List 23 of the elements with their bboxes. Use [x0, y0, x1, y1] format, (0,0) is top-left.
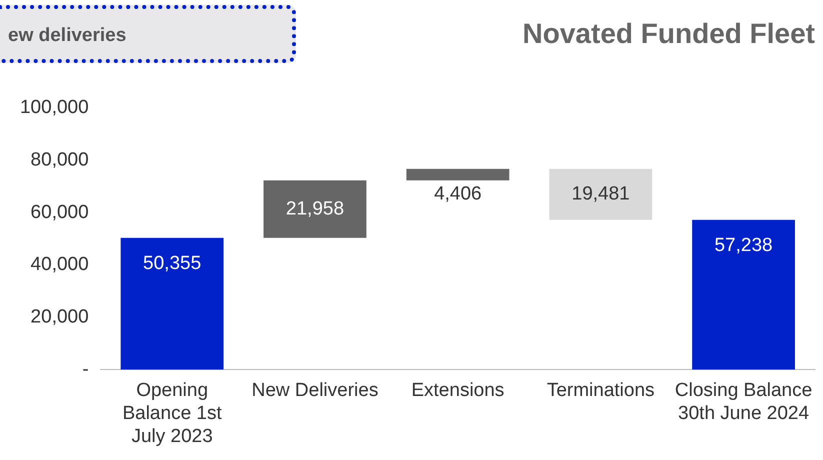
data-label: 21,958 [286, 198, 344, 220]
y-tick-label: 80,000 [30, 150, 89, 171]
x-tick-label: Closing Balance 30th June 2024 [674, 380, 812, 424]
chart-title: Novated Funded Fleet [522, 18, 815, 50]
bar [406, 168, 510, 180]
data-label: 19,481 [572, 184, 630, 205]
bar [549, 168, 652, 220]
bar [692, 220, 795, 370]
x-tick-label: Terminations [546, 380, 655, 402]
x-tick-label: Opening Balance 1st July 2023 [122, 380, 222, 447]
bar [264, 180, 366, 238]
text: ew deliveries [8, 25, 126, 47]
data-label: 4,406 [434, 184, 482, 205]
data-label: 50,355 [143, 253, 202, 274]
bar [120, 238, 224, 370]
x-tick-label: Extensions [411, 380, 504, 402]
x-tick-label: New Deliveries [252, 380, 378, 402]
data-label: 57,238 [714, 235, 773, 256]
y-tick-label: - [82, 358, 89, 380]
y-tick-label: 20,000 [30, 306, 89, 328]
y-tick-label: 40,000 [30, 254, 89, 276]
y-tick-label: 60,000 [30, 202, 89, 223]
y-tick-label: 100,000 [20, 97, 89, 118]
